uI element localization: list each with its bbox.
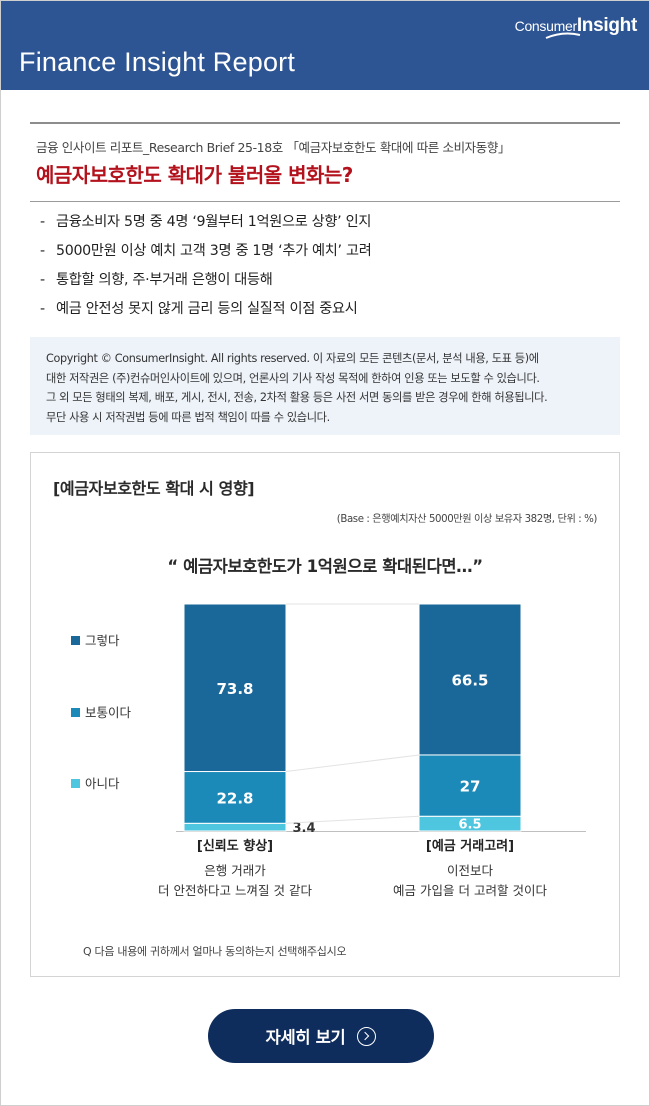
category-description: 이전보다 (447, 863, 494, 878)
copyright-line: Copyright © ConsumerInsight. All rights … (46, 352, 539, 365)
key-finding-item: - 통합할 의향, 주·부거래 은행이 대등해 (40, 272, 273, 288)
copyright-line: 무단 사용 시 저작권법 등에 따른 법적 책임이 따를 수 있습니다. (46, 410, 330, 424)
series-connector-line (285, 754, 420, 773)
logo-text-consumer: Consumer (514, 18, 577, 34)
data-label: 27 (460, 778, 481, 796)
bar-segment-그렇다 (418, 603, 522, 756)
chart-subtitle: “ 예금자보호한도가 1억원으로 확대된다면…” (167, 557, 483, 576)
logo-text-insight: Insight (576, 15, 637, 36)
data-label: 22.8 (216, 789, 253, 807)
data-label: 3.4 (292, 821, 315, 836)
legend-swatch-보통이다 (71, 708, 80, 717)
series-connector-line (285, 815, 420, 824)
bar-segment-그렇다 (183, 603, 287, 773)
data-label: 66.5 (451, 671, 488, 689)
key-finding-text: 예금 안전성 못지 않게 금리 등의 실질적 이점 중요시 (56, 301, 358, 317)
headline-divider (30, 201, 620, 202)
legend-swatch-그렇다 (71, 636, 80, 645)
chart-title: [예금자보호한도 확대 시 영향] (53, 479, 255, 498)
copyright-line: 대한 저작권은 (주)컨슈머인사이트에 있으며, 언론사의 기사 작성 목적에 … (46, 371, 540, 385)
key-finding-item: - 예금 안전성 못지 않게 금리 등의 실질적 이점 중요시 (40, 301, 358, 317)
top-divider (30, 122, 620, 124)
chart-card: [예금자보호한도 확대 시 영향] (Base : 은행예치자산 5000만원 … (30, 452, 620, 977)
view-details-button[interactable]: 자세히 보기 (208, 1009, 434, 1063)
data-label: 6.5 (458, 818, 481, 833)
survey-question-note: Q 다음 내용에 귀하께서 얼마나 동의하는지 선택해주십시오 (83, 945, 347, 958)
key-finding-item: -5000만원 이상 예치 고객 3명 중 1명 ‘추가 예치’ 고려 (40, 243, 372, 259)
bar-segment-보통이다 (418, 754, 522, 817)
copyright-line: 그 외 모든 형태의 복제, 배포, 게시, 전시, 전송, 2차적 활용 등은… (46, 391, 548, 404)
legend-swatch-아니다 (71, 779, 80, 788)
key-findings-list: - 금융소비자 5명 중 4명 ‘9월부터 1억원으로 상향’ 인지 -5000만… (40, 210, 372, 326)
report-subtitle: 금융 인사이트 리포트_Research Brief 25-18호 「예금자보호… (36, 140, 511, 155)
category-description: 예금 가입을 더 고려할 것이다 (393, 883, 547, 898)
header-title: Finance Insight Report (19, 47, 296, 77)
category-description: 은행 거래가 (204, 863, 266, 878)
category-label: [예금 거래고려] (426, 838, 514, 854)
data-label: 73.8 (216, 680, 253, 698)
copyright-notice: Copyright © ConsumerInsight. All rights … (30, 337, 620, 435)
logo-swoosh-icon (545, 32, 580, 39)
bar-segment-아니다 (183, 822, 287, 832)
key-finding-text: 금융소비자 5명 중 4명 ‘9월부터 1억원으로 상향’ 인지 (56, 214, 372, 230)
category-label: [신뢰도 향상] (197, 838, 273, 854)
key-finding-text: 5000만원 이상 예치 고객 3명 중 1명 ‘추가 예치’ 고려 (56, 243, 372, 259)
circle-arrow-right-icon (357, 1026, 377, 1046)
legend-label: 아니다 (85, 776, 120, 791)
bar-segment-보통이다 (183, 771, 287, 824)
key-finding-item: - 금융소비자 5명 중 4명 ‘9월부터 1억원으로 상향’ 인지 (40, 214, 372, 230)
view-details-label: 자세히 보기 (265, 1028, 346, 1047)
report-headline: 예금자보호한도 확대가 불러올 변화는? (36, 163, 353, 187)
chart-base-note: (Base : 은행예치자산 5000만원 이상 보유자 382명, 단위 : … (336, 514, 598, 525)
legend-label: 그렇다 (85, 633, 120, 648)
consumerinsight-logo: ConsumerInsight (514, 15, 637, 39)
legend-label: 보통이다 (85, 705, 132, 720)
key-finding-text: 통합할 의향, 주·부거래 은행이 대등해 (56, 272, 273, 288)
report-header: Finance Insight Report ConsumerInsight (1, 1, 649, 90)
category-description: 더 안전하다고 느껴질 것 같다 (158, 883, 312, 898)
